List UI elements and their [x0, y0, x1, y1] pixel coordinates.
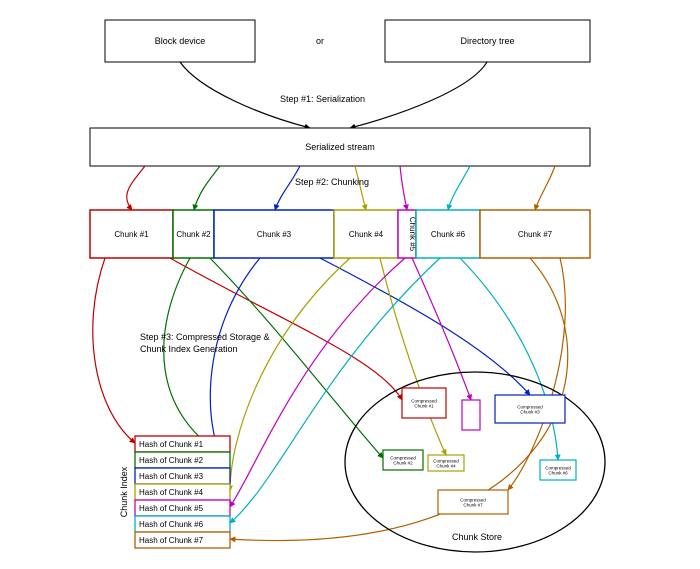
svg-text:Hash of Chunk #7: Hash of Chunk #7: [139, 536, 204, 545]
svg-text:or: or: [316, 36, 324, 46]
svg-text:Chunk #2: Chunk #2: [176, 230, 211, 239]
chunk-index-label: Chunk Index: [119, 466, 129, 517]
svg-text:Chunk #3: Chunk #3: [257, 230, 292, 239]
svg-text:Chunk #6: Chunk #6: [431, 230, 466, 239]
svg-text:Serialized stream: Serialized stream: [305, 142, 375, 152]
svg-text:Directory tree: Directory tree: [460, 36, 514, 46]
compressed-chunk-5: [462, 400, 480, 430]
svg-text:Step #1: Serialization: Step #1: Serialization: [280, 94, 365, 104]
svg-text:Chunk #3: Chunk #3: [520, 410, 540, 415]
svg-text:Chunk #7: Chunk #7: [463, 503, 483, 508]
svg-text:Hash of Chunk #6: Hash of Chunk #6: [139, 520, 204, 529]
svg-text:Hash of Chunk #4: Hash of Chunk #4: [139, 488, 204, 497]
diagram-container: { "canvas": { "width": 700, "height": 56…: [0, 0, 700, 569]
svg-text:Chunk #1: Chunk #1: [414, 404, 434, 409]
svg-text:Chunk #4: Chunk #4: [349, 230, 384, 239]
diagram-svg: Block device Directory tree or Step #1: Ser…: [0, 0, 700, 569]
svg-text:Block device: Block device: [155, 36, 206, 46]
svg-text:Chunk #6: Chunk #6: [548, 471, 568, 476]
svg-text:Hash of Chunk #3: Hash of Chunk #3: [139, 472, 204, 481]
svg-text:Hash of Chunk #1: Hash of Chunk #1: [139, 440, 204, 449]
chunk-store-label: Chunk Store: [452, 532, 502, 542]
svg-text:Hash of Chunk #2: Hash of Chunk #2: [139, 456, 204, 465]
svg-text:Chunk #4: Chunk #4: [436, 464, 456, 469]
svg-text:Step #2: Chunking: Step #2: Chunking: [295, 177, 369, 187]
svg-text:Chunk #7: Chunk #7: [518, 230, 553, 239]
svg-text:Chunk Index Generation: Chunk Index Generation: [140, 344, 238, 354]
svg-text:Chunk #1: Chunk #1: [114, 230, 149, 239]
svg-text:Step #3: Compressed Storage &: Step #3: Compressed Storage &: [140, 332, 270, 342]
svg-text:Hash of Chunk #5: Hash of Chunk #5: [139, 504, 204, 513]
svg-text:Chunk #2: Chunk #2: [393, 461, 413, 466]
